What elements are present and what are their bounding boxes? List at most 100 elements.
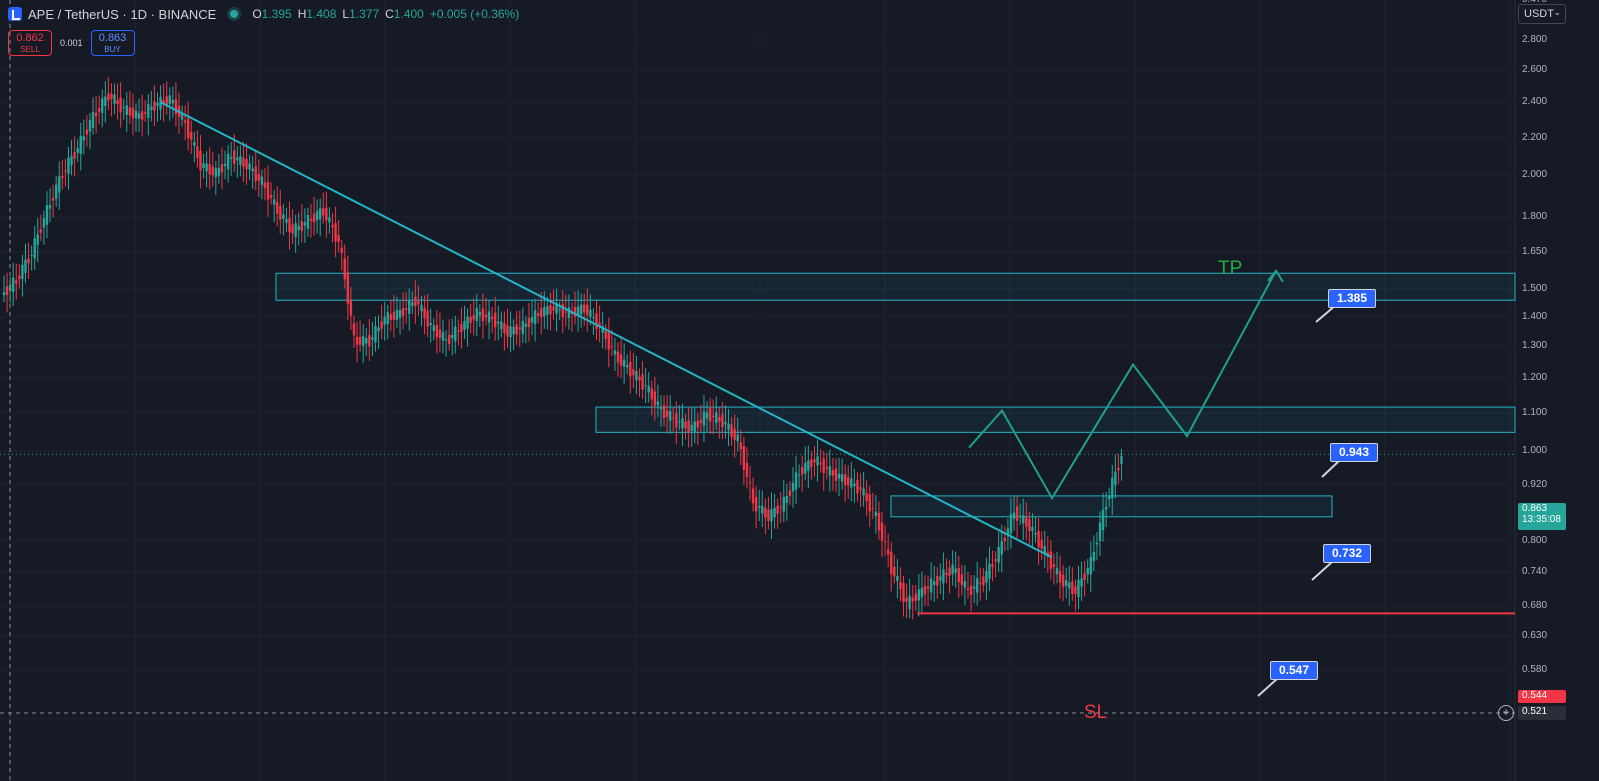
market-open-icon [230, 10, 239, 18]
candle-down [745, 462, 749, 478]
candle-down [801, 467, 804, 475]
candle-down [672, 417, 675, 419]
candle-down [392, 311, 396, 320]
candle-up [1101, 509, 1105, 531]
candle-up [1000, 541, 1003, 555]
price-tick-label: 0.630 [1522, 630, 1548, 641]
candle-down [598, 322, 601, 328]
candle-down [552, 306, 555, 311]
callout-support[interactable]: 0.732 [1323, 544, 1372, 563]
candle-down [595, 313, 598, 329]
candle-up [236, 157, 239, 161]
candle-down [337, 234, 340, 243]
candle-down [834, 468, 838, 481]
candle-down [883, 541, 887, 543]
symbol-header: APE / TetherUS · 1D · BINANCE O1.395 H1.… [8, 4, 519, 24]
candle-down [263, 182, 267, 188]
candle-up [48, 205, 52, 209]
candle-up [395, 309, 399, 320]
price-tick-label: 0.470 [1522, 0, 1547, 5]
buy-label: BUY [104, 45, 121, 54]
candle-up [521, 320, 525, 334]
candle-up [374, 325, 377, 343]
candle-up [150, 106, 153, 111]
callout-tp[interactable]: 1.385 [1328, 289, 1377, 308]
candle-up [782, 496, 785, 512]
price-tick-label: 2.200 [1522, 132, 1548, 143]
candle-down [39, 229, 43, 233]
candle-down [751, 488, 755, 504]
candle-down [586, 304, 589, 316]
candle-down [914, 593, 917, 601]
candle-up [626, 364, 629, 368]
candle-up [668, 411, 672, 421]
candle-up [58, 176, 61, 193]
candle-up [770, 509, 773, 522]
candle-up [840, 474, 844, 482]
candle-down [994, 559, 997, 562]
candle-up [1065, 580, 1068, 586]
callout-sl[interactable]: 0.547 [1270, 661, 1319, 680]
price-tick-label: 2.600 [1522, 64, 1548, 75]
sl-price: 0.544 [1522, 690, 1548, 701]
candle-down [438, 329, 442, 339]
candle-up [239, 156, 242, 165]
candle-down [355, 336, 359, 345]
candle-down [380, 321, 383, 329]
sr-zone [890, 495, 1333, 518]
candle-up [429, 322, 432, 326]
sell-button[interactable]: 0.862 SELL [8, 30, 52, 56]
candle-up [816, 456, 819, 466]
candle-up [1086, 567, 1089, 575]
candle-down [742, 445, 746, 470]
candle-down [1025, 517, 1028, 528]
callout-resistance[interactable]: 0.943 [1330, 443, 1379, 462]
candle-up [1095, 542, 1099, 545]
candle-up [837, 473, 841, 479]
candle-down [503, 323, 506, 334]
ohlc-key: H [297, 7, 307, 21]
candle-up [567, 307, 571, 319]
symbol-title[interactable]: APE / TetherUS · 1D · BINANCE [28, 6, 217, 22]
candle-down [708, 408, 712, 422]
candle-up [500, 321, 503, 330]
sr-zone [595, 406, 1516, 433]
candle-up [193, 141, 196, 146]
candle-up [1031, 526, 1034, 532]
candle-up [592, 317, 595, 319]
candle-up [147, 103, 150, 118]
candle-up [205, 163, 208, 172]
price-tick-label: 1.000 [1522, 445, 1548, 456]
projection-arrowhead [1267, 269, 1284, 283]
candle-down [128, 107, 132, 116]
candle-up [613, 350, 617, 355]
candle-up [1114, 471, 1117, 486]
candle-up [622, 359, 626, 367]
candle-up [229, 157, 233, 159]
currency-selector[interactable]: USDT ⌄ [1518, 4, 1566, 24]
candle-up [862, 488, 865, 496]
ohlc-key: O [252, 7, 262, 21]
candle-down [349, 300, 353, 316]
candle-up [715, 412, 718, 423]
candle-down [1061, 574, 1065, 587]
candle-up [939, 576, 942, 581]
candle-up [635, 371, 638, 380]
candle-down [721, 414, 724, 427]
candle-up [576, 306, 580, 315]
add-alert-icon[interactable]: + [1498, 705, 1514, 721]
candle-up [761, 505, 764, 514]
candle-down [61, 176, 64, 179]
candle-up [785, 496, 789, 503]
candle-up [963, 580, 967, 588]
candle-down [650, 388, 653, 400]
candle-down [979, 582, 982, 584]
candle-down [604, 331, 607, 340]
candle-up [985, 571, 988, 583]
buy-button[interactable]: 0.863 BUY [90, 30, 135, 56]
candle-up [530, 317, 534, 323]
candle-up [214, 168, 218, 178]
candle-up [1009, 513, 1013, 534]
candle-up [988, 563, 991, 579]
